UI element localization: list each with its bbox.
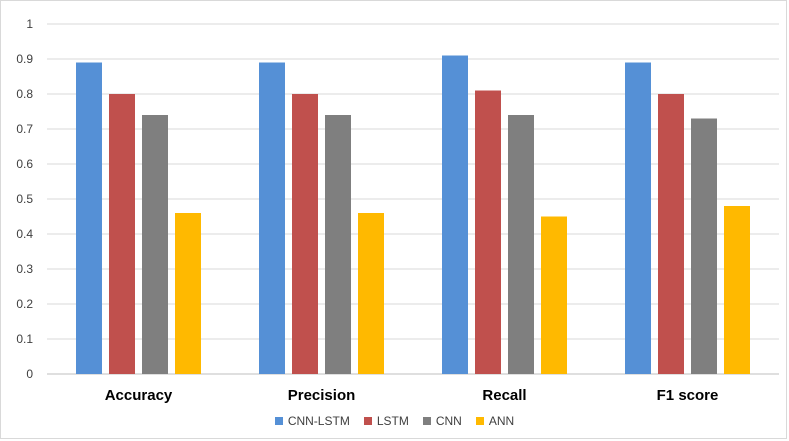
y-tick-label: 0.4 [16, 227, 33, 241]
bar-cnn-lstm [625, 62, 651, 374]
legend-label: CNN [435, 414, 462, 428]
x-category-label: F1 score [657, 387, 719, 404]
x-category-label: Accuracy [105, 387, 173, 404]
bar-cnn-lstm [76, 62, 102, 374]
bar-cnn-lstm [259, 62, 285, 374]
y-tick-label: 0.2 [16, 297, 33, 311]
legend-swatch [475, 417, 484, 425]
legend-swatch [422, 417, 431, 425]
bar-cnn [142, 115, 168, 374]
legend-swatch [363, 417, 372, 425]
y-tick-label: 0.9 [16, 52, 33, 66]
y-tick-label: 0.5 [16, 192, 33, 206]
bar-ann [541, 216, 567, 374]
y-tick-label: 0.3 [16, 262, 33, 276]
legend: CNN-LSTM LSTM CNN ANN [0, 414, 789, 428]
y-tick-label: 0 [26, 367, 33, 381]
legend-label: LSTM [376, 414, 409, 428]
y-tick-label: 1 [26, 17, 33, 31]
legend-swatch [274, 417, 283, 425]
legend-label: CNN-LSTM [287, 414, 350, 428]
y-tick-label: 0.1 [16, 332, 33, 346]
y-tick-label: 0.8 [16, 87, 33, 101]
bar-lstm [475, 90, 501, 374]
bar-lstm [658, 94, 684, 374]
legend-item: LSTM [363, 414, 409, 428]
bar-lstm [292, 94, 318, 374]
bar-cnn-lstm [442, 55, 468, 374]
bar-cnn [691, 118, 717, 374]
bar-cnn [325, 115, 351, 374]
legend-item: ANN [475, 414, 515, 428]
y-tick-label: 0.6 [16, 157, 33, 171]
bar-ann [175, 213, 201, 374]
legend-label: ANN [488, 414, 515, 428]
bar-ann [724, 206, 750, 374]
bar-lstm [109, 94, 135, 374]
x-category-label: Recall [482, 387, 526, 404]
bar-cnn [508, 115, 534, 374]
legend-item: CNN-LSTM [274, 414, 350, 428]
y-tick-label: 0.7 [16, 122, 33, 136]
legend-item: CNN [422, 414, 462, 428]
bar-ann [358, 213, 384, 374]
x-category-label: Precision [288, 387, 356, 404]
